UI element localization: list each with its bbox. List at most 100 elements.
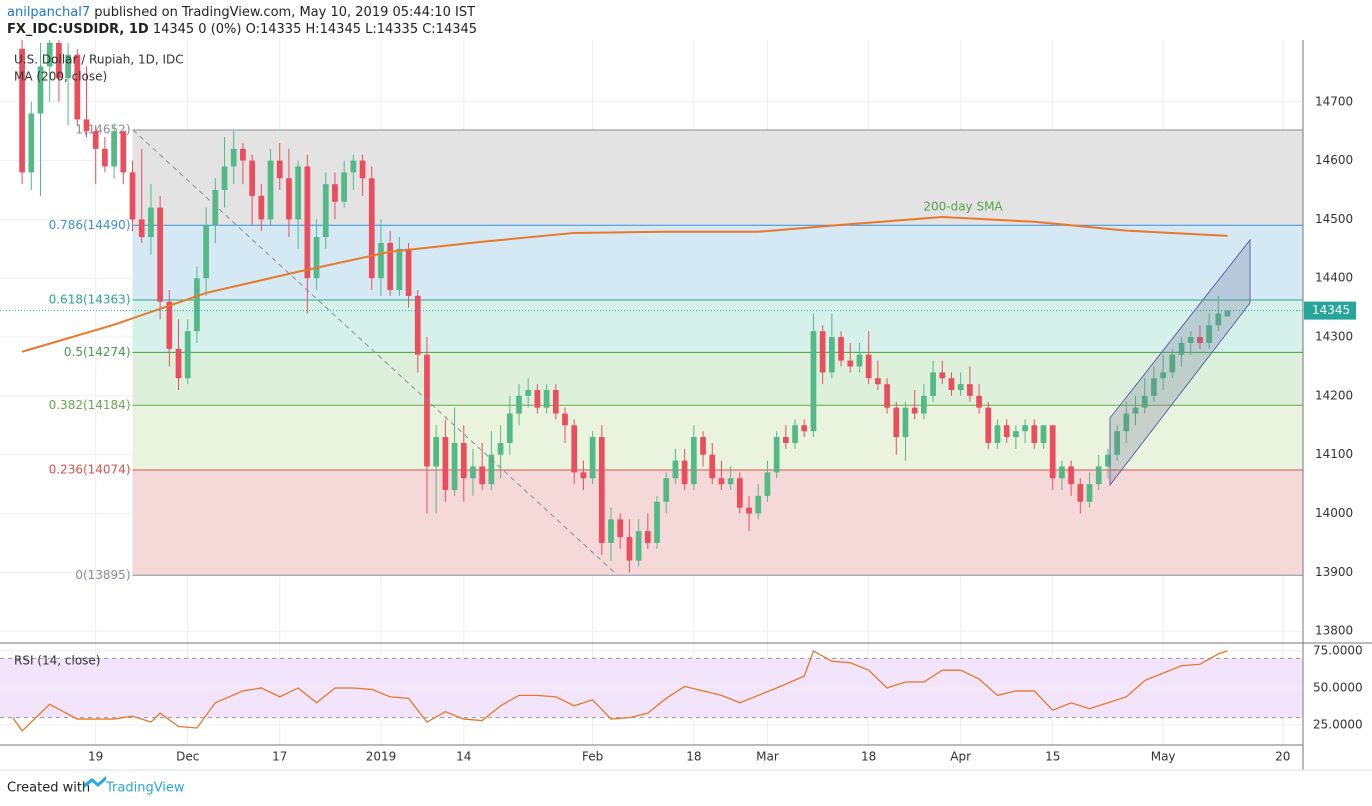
y-tick-label: 14000: [1315, 506, 1353, 520]
candle-body: [810, 331, 817, 432]
candle-body: [884, 384, 890, 408]
candle-body: [782, 437, 789, 443]
y-tick-label: 14600: [1315, 153, 1353, 167]
candle-body: [746, 507, 752, 514]
candle-body: [497, 442, 504, 455]
candle-body: [608, 519, 614, 543]
quote: 14345 0 (0%) O:14335 H:14345 L:14335 C:1…: [153, 22, 477, 37]
y-tick-label: 14200: [1315, 388, 1353, 402]
candle-body: [911, 407, 918, 414]
fib-band: [132, 470, 1303, 576]
candle-body: [1049, 425, 1056, 479]
fib-label: 0.382(14184): [49, 398, 131, 412]
y-tick-label: 14100: [1315, 447, 1353, 461]
candle-body: [681, 460, 688, 485]
y-tick-label: 13800: [1315, 624, 1353, 638]
candle-body: [1003, 425, 1010, 438]
price-pane: 1(14652)0.786(14490)0.618(14363)0.5(1427…: [0, 40, 1303, 582]
candle-body: [902, 407, 909, 438]
candle-body: [74, 54, 81, 120]
candle-body: [1077, 484, 1084, 502]
candle-body: [322, 184, 329, 238]
candle-body: [194, 278, 200, 332]
candle-body: [1031, 425, 1038, 443]
candle-body: [276, 160, 283, 179]
candle-body: [1068, 466, 1074, 485]
candle-body: [819, 331, 826, 373]
rsi-tick-label: 50.0000: [1313, 680, 1363, 694]
candle-body: [451, 442, 458, 490]
candle-body: [304, 166, 311, 279]
candle-body: [755, 495, 762, 514]
candle-body: [166, 301, 173, 349]
candle-body: [948, 378, 955, 390]
candle-body: [212, 190, 219, 226]
author[interactable]: anilpanchal7: [7, 5, 90, 20]
x-tick-label: Mar: [756, 750, 779, 764]
candle-body: [368, 178, 375, 279]
candle-body: [635, 531, 642, 561]
candle-body: [829, 337, 835, 373]
candle-body: [378, 242, 384, 279]
brand-logo: [84, 776, 106, 788]
x-tick-label: Dec: [176, 750, 199, 764]
candle-body: [1095, 466, 1102, 485]
fib-label: 0.236(14074): [49, 463, 131, 477]
legend-entry: MA (200, close): [14, 70, 107, 84]
candle-body: [976, 395, 982, 408]
candle-body: [249, 160, 255, 196]
candle-body: [28, 113, 35, 173]
candle-body: [1169, 354, 1176, 373]
candle-body: [571, 425, 578, 473]
candle-body: [1151, 378, 1157, 396]
candle-body: [875, 378, 881, 385]
candle-body: [672, 460, 679, 479]
candle-body: [37, 66, 44, 114]
symbol: FX_IDC:USDIDR, 1D: [7, 22, 149, 37]
candle-body: [396, 248, 403, 290]
candle-body: [1215, 313, 1222, 326]
candle-body: [359, 160, 366, 179]
candle-body: [1187, 337, 1194, 343]
fib-label: 0.618(14363): [49, 293, 131, 307]
fib-band: [132, 225, 1303, 300]
x-tick-label: 18: [861, 750, 876, 764]
candle-body: [939, 372, 946, 379]
candle-body: [1197, 337, 1203, 343]
candle-body: [387, 242, 394, 290]
y-tick-label: 14500: [1315, 212, 1353, 226]
candle-body: [414, 295, 421, 355]
candle-body: [893, 407, 900, 438]
candle-body: [102, 148, 108, 167]
candle-body: [479, 466, 486, 485]
last-price-box: [1304, 301, 1356, 320]
fib-label: 0(13895): [75, 568, 130, 582]
candle-body: [56, 42, 62, 79]
trend-line: [132, 129, 616, 574]
candle-body: [460, 442, 467, 479]
footer-created: Created with: [7, 781, 90, 796]
candle-body: [663, 478, 670, 502]
candle-body: [488, 454, 495, 485]
candle-body: [184, 331, 191, 379]
candle-body: [736, 478, 743, 508]
candle-body: [424, 354, 430, 467]
rsi-legend: RSI (14, close): [14, 654, 100, 668]
candle-body: [525, 390, 532, 396]
x-tick-label: 17: [272, 750, 287, 764]
candle-body: [1160, 372, 1166, 379]
candle-body: [598, 437, 605, 543]
quote-line: FX_IDC:USDIDR, 1D 14345 0 (0%) O:14335 H…: [7, 22, 477, 37]
header-line: anilpanchal7 published on TradingView.co…: [7, 5, 475, 20]
candle-body: [313, 237, 320, 279]
ma-line: [21, 216, 1228, 353]
candle-body: [644, 531, 651, 543]
x-tick-label: 20: [1275, 750, 1290, 764]
fib-band: [132, 352, 1303, 406]
footer-brand[interactable]: TradingView: [105, 781, 185, 796]
last-price-label: 14345: [1312, 303, 1350, 317]
chart-title: U.S. Dollar / Rupiah, 1D, IDC: [14, 53, 184, 67]
candle-body: [727, 478, 734, 485]
candle-body: [350, 160, 357, 173]
